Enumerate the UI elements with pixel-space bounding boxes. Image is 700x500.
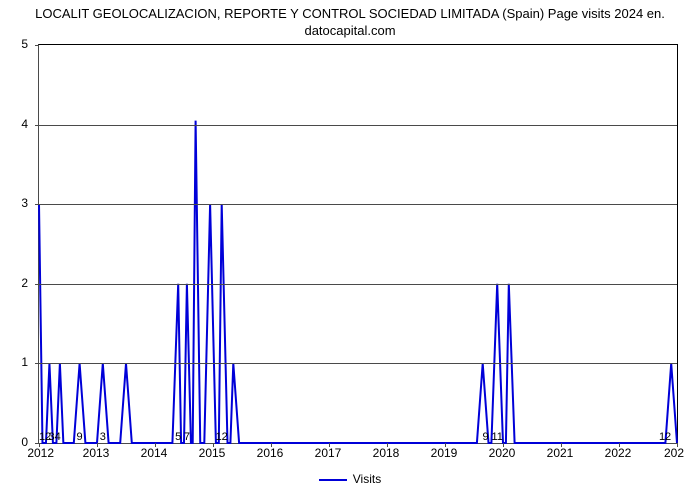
y-tick-label: 4 — [21, 117, 28, 131]
peak-label: 7 — [184, 431, 190, 443]
grid-line — [39, 363, 677, 364]
y-tick-label: 3 — [21, 196, 28, 210]
y-tick — [35, 204, 39, 205]
x-tick-label: 2017 — [315, 446, 342, 460]
legend-swatch — [319, 479, 347, 481]
legend: Visits — [0, 472, 700, 486]
chart-title: LOCALIT GEOLOCALIZACION, REPORTE Y CONTR… — [0, 0, 700, 40]
x-tick-label: 2014 — [141, 446, 168, 460]
y-tick — [35, 125, 39, 126]
grid-line — [39, 204, 677, 205]
y-tick — [35, 284, 39, 285]
x-tick-label: 2021 — [547, 446, 574, 460]
peak-label: 34 — [49, 431, 61, 443]
x-tick-label: 2022 — [605, 446, 632, 460]
x-tick-label: 2018 — [373, 446, 400, 460]
x-tick-label: 2019 — [431, 446, 458, 460]
x-tick-label: 2013 — [83, 446, 110, 460]
y-tick-label: 1 — [21, 355, 28, 369]
x-tick-label: 2020 — [489, 446, 516, 460]
peak-label: 9 — [483, 431, 489, 443]
peak-label: 11 — [491, 431, 502, 443]
peak-label: 12 — [216, 431, 228, 443]
x-tick-label: 2012 — [27, 446, 54, 460]
x-axis-labels: 2012201320142015201620172018201920202021… — [38, 444, 678, 460]
x-tick-label: 2016 — [257, 446, 284, 460]
grid-line — [39, 125, 677, 126]
legend-label: Visits — [353, 472, 381, 486]
peak-label: 5 — [175, 431, 181, 443]
y-tick-label: 2 — [21, 276, 28, 290]
y-tick — [35, 363, 39, 364]
peak-label: 9 — [77, 431, 83, 443]
line-series — [39, 45, 677, 443]
grid-line — [39, 284, 677, 285]
y-tick-label: 5 — [21, 37, 28, 51]
x-tick-label: 202 — [664, 446, 684, 460]
peak-label: 3 — [100, 431, 106, 443]
y-axis-labels: 012345 — [0, 44, 34, 444]
plot-area: 123493571291112 — [38, 44, 678, 444]
y-tick — [35, 45, 39, 46]
x-tick-label: 2015 — [199, 446, 226, 460]
peak-label: 12 — [659, 431, 671, 443]
